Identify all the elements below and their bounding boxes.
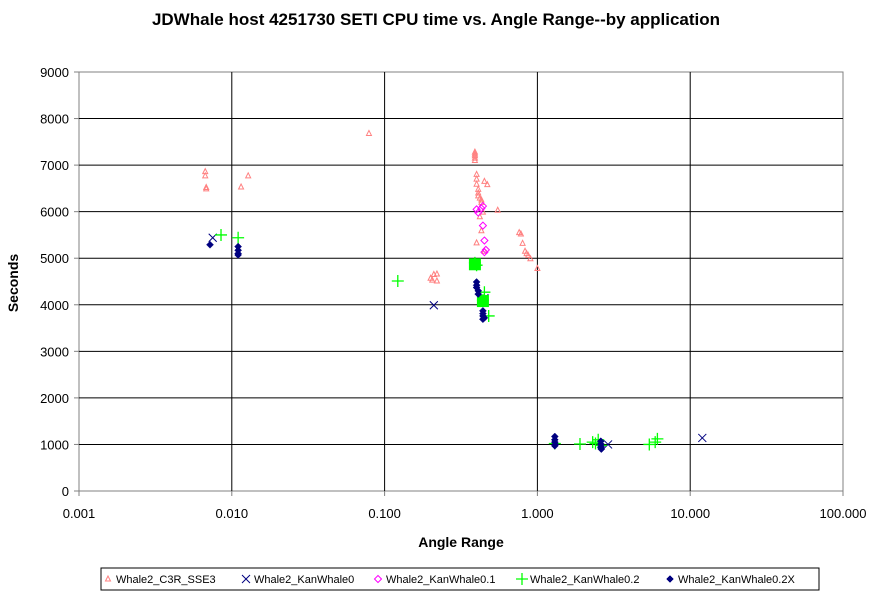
data-point (480, 247, 489, 257)
data-point (232, 231, 245, 244)
data-point (471, 154, 479, 161)
data-point (477, 204, 486, 213)
legend-marker (666, 575, 674, 583)
legend-box (100, 567, 820, 591)
y-tick-label: 6000 (40, 205, 69, 220)
y-tick-label: 3000 (40, 344, 69, 359)
x-tick-label: 100.000 (820, 506, 867, 521)
legend-label: Whale2_KanWhale0.2 (530, 574, 639, 586)
legend: Whale2_C3R_SSE3 Whale2_KanWhale0 Whale2_Ka… (100, 567, 820, 591)
y-tick-label: 4000 (40, 298, 69, 313)
legend-marker (104, 574, 112, 582)
y-tick-label: 8000 (40, 112, 69, 127)
data-point (649, 436, 662, 449)
legend-marker (516, 573, 528, 585)
legend-marker (241, 574, 251, 584)
data-point (519, 239, 526, 246)
data-point (534, 264, 541, 271)
data-point (597, 445, 606, 453)
data-points (201, 129, 707, 453)
y-tick-label: 7000 (40, 158, 69, 173)
data-point (478, 226, 485, 234)
legend-marker (373, 574, 383, 584)
legend-label: Whale2_KanWhale0 (254, 574, 354, 586)
data-point (471, 156, 479, 163)
data-point (429, 300, 439, 310)
data-point (206, 240, 214, 249)
data-point (244, 171, 252, 179)
data-point (524, 251, 532, 258)
series-4 (206, 240, 606, 453)
data-point (365, 129, 373, 136)
data-point (234, 251, 242, 259)
x-tick-label: 0.010 (216, 506, 249, 521)
data-point (201, 171, 209, 179)
series-3 (215, 228, 664, 452)
data-point (481, 245, 491, 255)
data-point (433, 276, 441, 284)
data-point (573, 437, 586, 450)
x-tick-label: 0.100 (368, 506, 401, 521)
data-point (643, 438, 656, 451)
data-point (476, 295, 489, 308)
series-2 (472, 201, 491, 257)
data-point (215, 228, 228, 241)
y-tick-label: 5000 (40, 251, 69, 266)
data-point (603, 440, 613, 449)
y-tick-label: 9000 (40, 65, 69, 80)
data-point (478, 195, 485, 203)
data-point (478, 201, 488, 211)
data-point (480, 236, 489, 245)
data-point (428, 275, 436, 283)
data-point (468, 258, 481, 271)
data-point (479, 315, 487, 324)
legend-label: Whale2_C3R_SSE3 (116, 574, 216, 586)
data-point (651, 432, 664, 445)
gridlines (79, 72, 843, 491)
data-point (483, 180, 491, 188)
legend-label: Whale2_KanWhale0.1 (386, 574, 495, 586)
y-tick-label: 0 (62, 484, 69, 499)
data-point (474, 188, 482, 196)
data-point (494, 206, 502, 213)
data-point (586, 436, 599, 449)
chart-title: JDWhale host 4251730 SETI CPU time vs. A… (152, 10, 720, 29)
y-tick-label: 1000 (40, 437, 69, 452)
x-tick-label: 0.001 (63, 506, 96, 521)
y-axis-ticks: 0 1000 2000 3000 4000 5000 6000 7000 8000 9000 (40, 65, 79, 499)
legend-label: Whale2_KanWhale0.2X (678, 574, 795, 586)
data-point (478, 221, 488, 230)
data-point (202, 184, 210, 192)
data-point (474, 290, 483, 298)
y-tick-label: 2000 (40, 391, 69, 406)
data-point (517, 229, 525, 237)
x-tick-label: 1.000 (521, 506, 554, 521)
data-point (474, 185, 482, 192)
plot-area (78, 71, 844, 492)
x-tick-label: 10.000 (670, 506, 710, 521)
x-axis-ticks: 0.001 0.010 0.100 1.000 10.000 100.000 (63, 491, 867, 521)
data-point (202, 183, 210, 190)
data-point (433, 269, 441, 277)
data-point (391, 275, 404, 288)
data-point (550, 441, 559, 450)
data-point (697, 433, 707, 443)
x-axis-label: Angle Range (418, 534, 504, 550)
y-axis-label: Seconds (5, 254, 21, 313)
data-point (527, 254, 534, 262)
data-point (481, 177, 488, 184)
data-point (472, 205, 481, 214)
data-point (473, 238, 480, 246)
data-point (237, 182, 245, 190)
data-point (473, 180, 480, 187)
